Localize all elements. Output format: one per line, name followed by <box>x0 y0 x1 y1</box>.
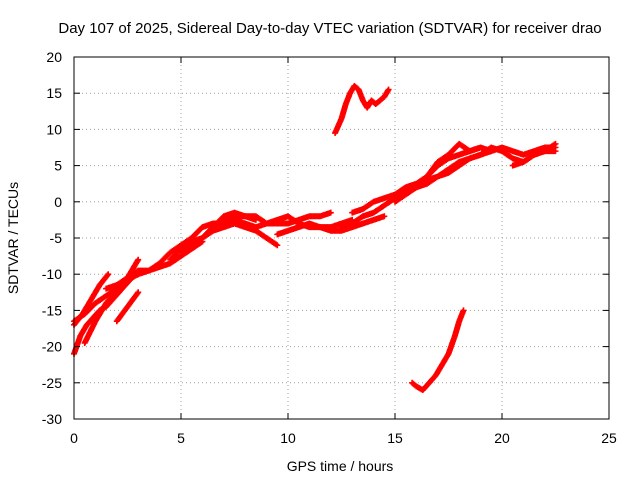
x-tick-label: 10 <box>280 430 296 446</box>
data-point <box>327 209 334 216</box>
x-tick-label: 15 <box>387 430 403 446</box>
y-tick-label: -30 <box>42 411 62 427</box>
data-point <box>460 307 467 314</box>
data-series <box>113 289 142 325</box>
data-point <box>552 140 559 147</box>
data-point <box>381 213 388 220</box>
y-tick-label: 15 <box>46 85 62 101</box>
data-point <box>552 148 559 155</box>
data-series <box>332 82 392 137</box>
data-point <box>551 141 558 148</box>
y-tick-label: -10 <box>42 266 62 282</box>
y-tick-label: -20 <box>42 339 62 355</box>
y-tick-label: 10 <box>46 121 62 137</box>
data-point <box>385 86 392 93</box>
x-tick-label: 20 <box>494 430 510 446</box>
x-tick-label: 0 <box>70 430 78 446</box>
data-point <box>134 290 141 297</box>
data-series <box>167 220 281 263</box>
grid-lines <box>74 57 609 419</box>
data-point <box>135 256 142 263</box>
y-tick-label: -5 <box>50 230 63 246</box>
data-point <box>135 289 142 296</box>
chart-title: Day 107 of 2025, Sidereal Day-to-day VTE… <box>58 20 601 37</box>
data-series <box>81 256 142 346</box>
data-series <box>424 140 484 180</box>
x-axis-label: GPS time / hours <box>287 458 394 474</box>
data-series <box>178 209 259 256</box>
y-tick-label: -25 <box>42 375 62 391</box>
data-series <box>409 307 467 394</box>
data-point <box>104 272 111 279</box>
data-point <box>252 216 259 223</box>
y-tick-label: 0 <box>54 194 62 210</box>
y-tick-label: -15 <box>42 302 62 318</box>
data-point <box>273 241 280 248</box>
plot-area <box>71 82 559 394</box>
y-axis-label: SDTVAR / TECUs <box>5 182 21 294</box>
y-axis-ticks: -30 -25 -20 -15 -10 -5 0 5 10 15 20 <box>42 49 609 427</box>
data-series <box>392 140 559 205</box>
y-tick-label: 20 <box>46 49 62 65</box>
x-tick-label: 25 <box>601 430 617 446</box>
data-point <box>477 144 484 151</box>
data-point <box>105 271 112 278</box>
data-series <box>509 148 559 169</box>
x-tick-label: 5 <box>177 430 185 446</box>
y-tick-label: 5 <box>54 158 62 174</box>
data-series <box>71 271 112 328</box>
x-axis-ticks: 0 5 10 15 20 25 <box>70 57 617 446</box>
data-point <box>274 242 281 249</box>
